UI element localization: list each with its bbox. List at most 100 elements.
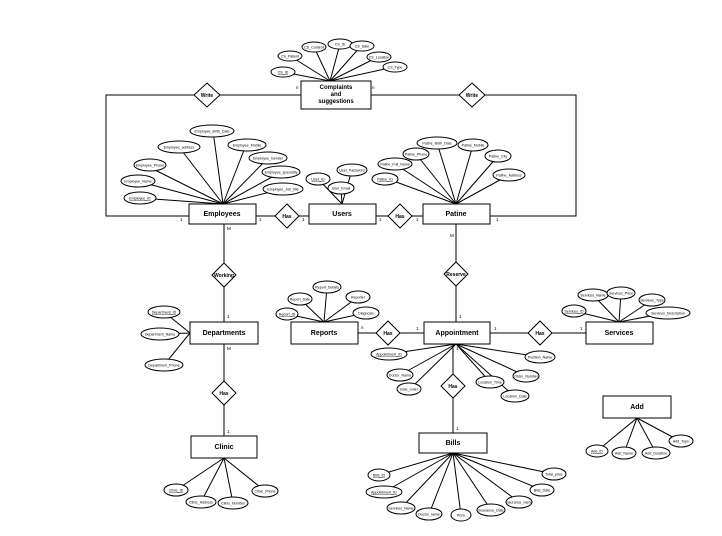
entity-bills: Bills bbox=[418, 432, 488, 454]
relationship-label: Has bbox=[282, 214, 291, 220]
attribute-label: Services_ID bbox=[564, 310, 584, 314]
attribute-label: CS_Date bbox=[355, 45, 370, 49]
attribute-label: Reporter bbox=[351, 296, 366, 300]
attribute-ellipse: User_ID bbox=[305, 172, 331, 186]
relationship-write-left: Write bbox=[193, 82, 221, 108]
relationship-has-appointment-services: Has bbox=[527, 320, 553, 346]
attribute-ellipse: Appointment_ID bbox=[365, 485, 403, 499]
attribute-label: Employee_Name bbox=[124, 180, 152, 184]
entity-label: Patine bbox=[445, 211, 466, 218]
attribute-label: Patine_Full_Name bbox=[380, 163, 410, 167]
attribute-ellipse: Clinic_ID bbox=[163, 483, 189, 497]
relationship-has-reports-appointment: Has bbox=[375, 320, 401, 346]
cardinality-label: 1 bbox=[456, 426, 459, 431]
attribute-ellipse: Employee_Gender bbox=[248, 151, 288, 165]
attribute-ellipse: CS_ID bbox=[270, 66, 296, 78]
attribute-label: Employee_Mobile bbox=[233, 144, 262, 148]
attribute-ellipse: Total_price bbox=[541, 467, 567, 481]
attribute-ellipse: Doctor_Name bbox=[386, 368, 414, 382]
cardinality-label: 1 bbox=[379, 217, 382, 222]
attribute-ellipse: Insurance_Date bbox=[476, 503, 506, 517]
attribute-ellipse: Location_Time bbox=[475, 375, 505, 389]
relationship-reserve: Reserve bbox=[443, 261, 469, 287]
attribute-label: Location_Time bbox=[478, 381, 501, 385]
cardinality-label: n bbox=[296, 85, 299, 90]
attribute-ellipse: Patine_Address bbox=[492, 168, 526, 182]
attribute-label: Report_Details bbox=[315, 286, 339, 290]
relationship-label: Write bbox=[201, 93, 214, 99]
relationship-working: Working bbox=[211, 262, 237, 288]
attribute-label: Patine_City bbox=[489, 155, 508, 159]
entity-label: Bills bbox=[446, 440, 461, 447]
attribute-label: Report_ID bbox=[279, 313, 296, 317]
entity-label: Appointment bbox=[435, 330, 479, 337]
entity-label: Services bbox=[605, 330, 634, 337]
attribute-ellipse: Employee_address bbox=[157, 140, 201, 154]
attribute-label: Department_ID bbox=[152, 311, 177, 315]
attribute-ellipse: Report_ID bbox=[275, 307, 299, 321]
attribute-label: User_Password bbox=[339, 169, 364, 173]
attribute-label: Employee_Job_title bbox=[267, 188, 298, 192]
attribute-label: Employee_Birth_Date bbox=[195, 130, 230, 134]
relationship-label: Write bbox=[466, 93, 479, 99]
attribute-ellipse: Patine_Full_Name bbox=[377, 157, 413, 171]
attribute-ellipse: Department_ID bbox=[147, 305, 181, 319]
attribute-ellipse: CS_Date bbox=[349, 40, 375, 52]
attribute-ellipse: Add_Type bbox=[668, 434, 694, 448]
attribute-ellipse: Services_Price bbox=[606, 286, 636, 300]
attribute-label: Location_Date bbox=[503, 395, 526, 399]
cardinality-label: 1 bbox=[227, 429, 230, 434]
attribute-ellipse: Patine_Phone bbox=[402, 147, 430, 161]
relationship-label: Has bbox=[395, 214, 404, 220]
attribute-label: Patine_Address bbox=[496, 174, 522, 178]
attribute-label: CS_Type bbox=[388, 66, 403, 70]
attribute-ellipse: User_Password bbox=[336, 163, 368, 177]
attribute-ellipse: Add_Duration bbox=[641, 446, 671, 460]
cardinality-label: 1 bbox=[416, 217, 419, 222]
relationship-label: Working bbox=[214, 273, 234, 279]
entity-reports: Reports bbox=[290, 321, 359, 345]
attribute-label: Report_Date bbox=[290, 298, 310, 302]
attribute-ellipse: Services_Name bbox=[386, 501, 416, 515]
attribute-label: Clinic_Address bbox=[189, 501, 213, 505]
attribute-ellipse: Patine_Birth_Date bbox=[416, 136, 458, 150]
attribute-label: Order_Number bbox=[514, 375, 539, 379]
attribute-label: Doctor_Name bbox=[389, 374, 411, 378]
entity-employees: Employees bbox=[188, 203, 257, 225]
attribute-label: Appointment_ID bbox=[371, 491, 397, 495]
attribute-label: Date_order bbox=[400, 388, 419, 392]
entity-label: and bbox=[331, 92, 342, 98]
attribute-ellipse: Employee_Job_title bbox=[262, 182, 304, 196]
attribute-label: CS_Content bbox=[304, 46, 324, 50]
entity-services: Services bbox=[585, 321, 654, 345]
attribute-ellipse: Date_order bbox=[396, 382, 422, 396]
relationship-label: Reserve bbox=[446, 272, 466, 278]
entity-label: Users bbox=[332, 211, 352, 218]
attribute-ellipse: Services_Name bbox=[577, 288, 609, 302]
attribute-label: Services_Name bbox=[580, 294, 605, 298]
attribute-ellipse: CS_Location bbox=[366, 51, 392, 63]
attribute-ellipse: CS_Type bbox=[382, 61, 408, 73]
attribute-label: Employee_address bbox=[164, 146, 195, 150]
cardinality-label: 1 bbox=[259, 217, 262, 222]
attribute-ellipse: Location_Date bbox=[500, 389, 530, 403]
cardinality-label: M bbox=[227, 346, 231, 351]
attribute-ellipse: Position_Name bbox=[524, 350, 556, 364]
attribute-ellipse: Bills_Date bbox=[529, 483, 555, 497]
relationship-label: Has bbox=[535, 331, 544, 337]
attribute-ellipse: Bills_ID bbox=[367, 468, 391, 482]
entity-label: suggestions bbox=[318, 99, 354, 105]
attribute-ellipse: CS_Content bbox=[301, 41, 327, 53]
attribute-ellipse: Department_Phone bbox=[144, 358, 184, 372]
relationship-label: Has bbox=[448, 384, 457, 390]
attribute-label: Add_Duration bbox=[645, 452, 667, 456]
cardinality-label: n bbox=[361, 325, 364, 330]
attribute-ellipse: Reporter bbox=[345, 290, 371, 304]
attribute-label: Price bbox=[457, 514, 465, 518]
entity-complaints-and-suggestions: Complaints and suggestions bbox=[300, 80, 372, 110]
entity-label: Add bbox=[630, 404, 644, 411]
attribute-ellipse: Clinic_Address bbox=[185, 495, 217, 509]
attribute-ellipse: Employee_speciality bbox=[261, 165, 301, 179]
attribute-ellipse: Insurance_name bbox=[505, 495, 533, 509]
